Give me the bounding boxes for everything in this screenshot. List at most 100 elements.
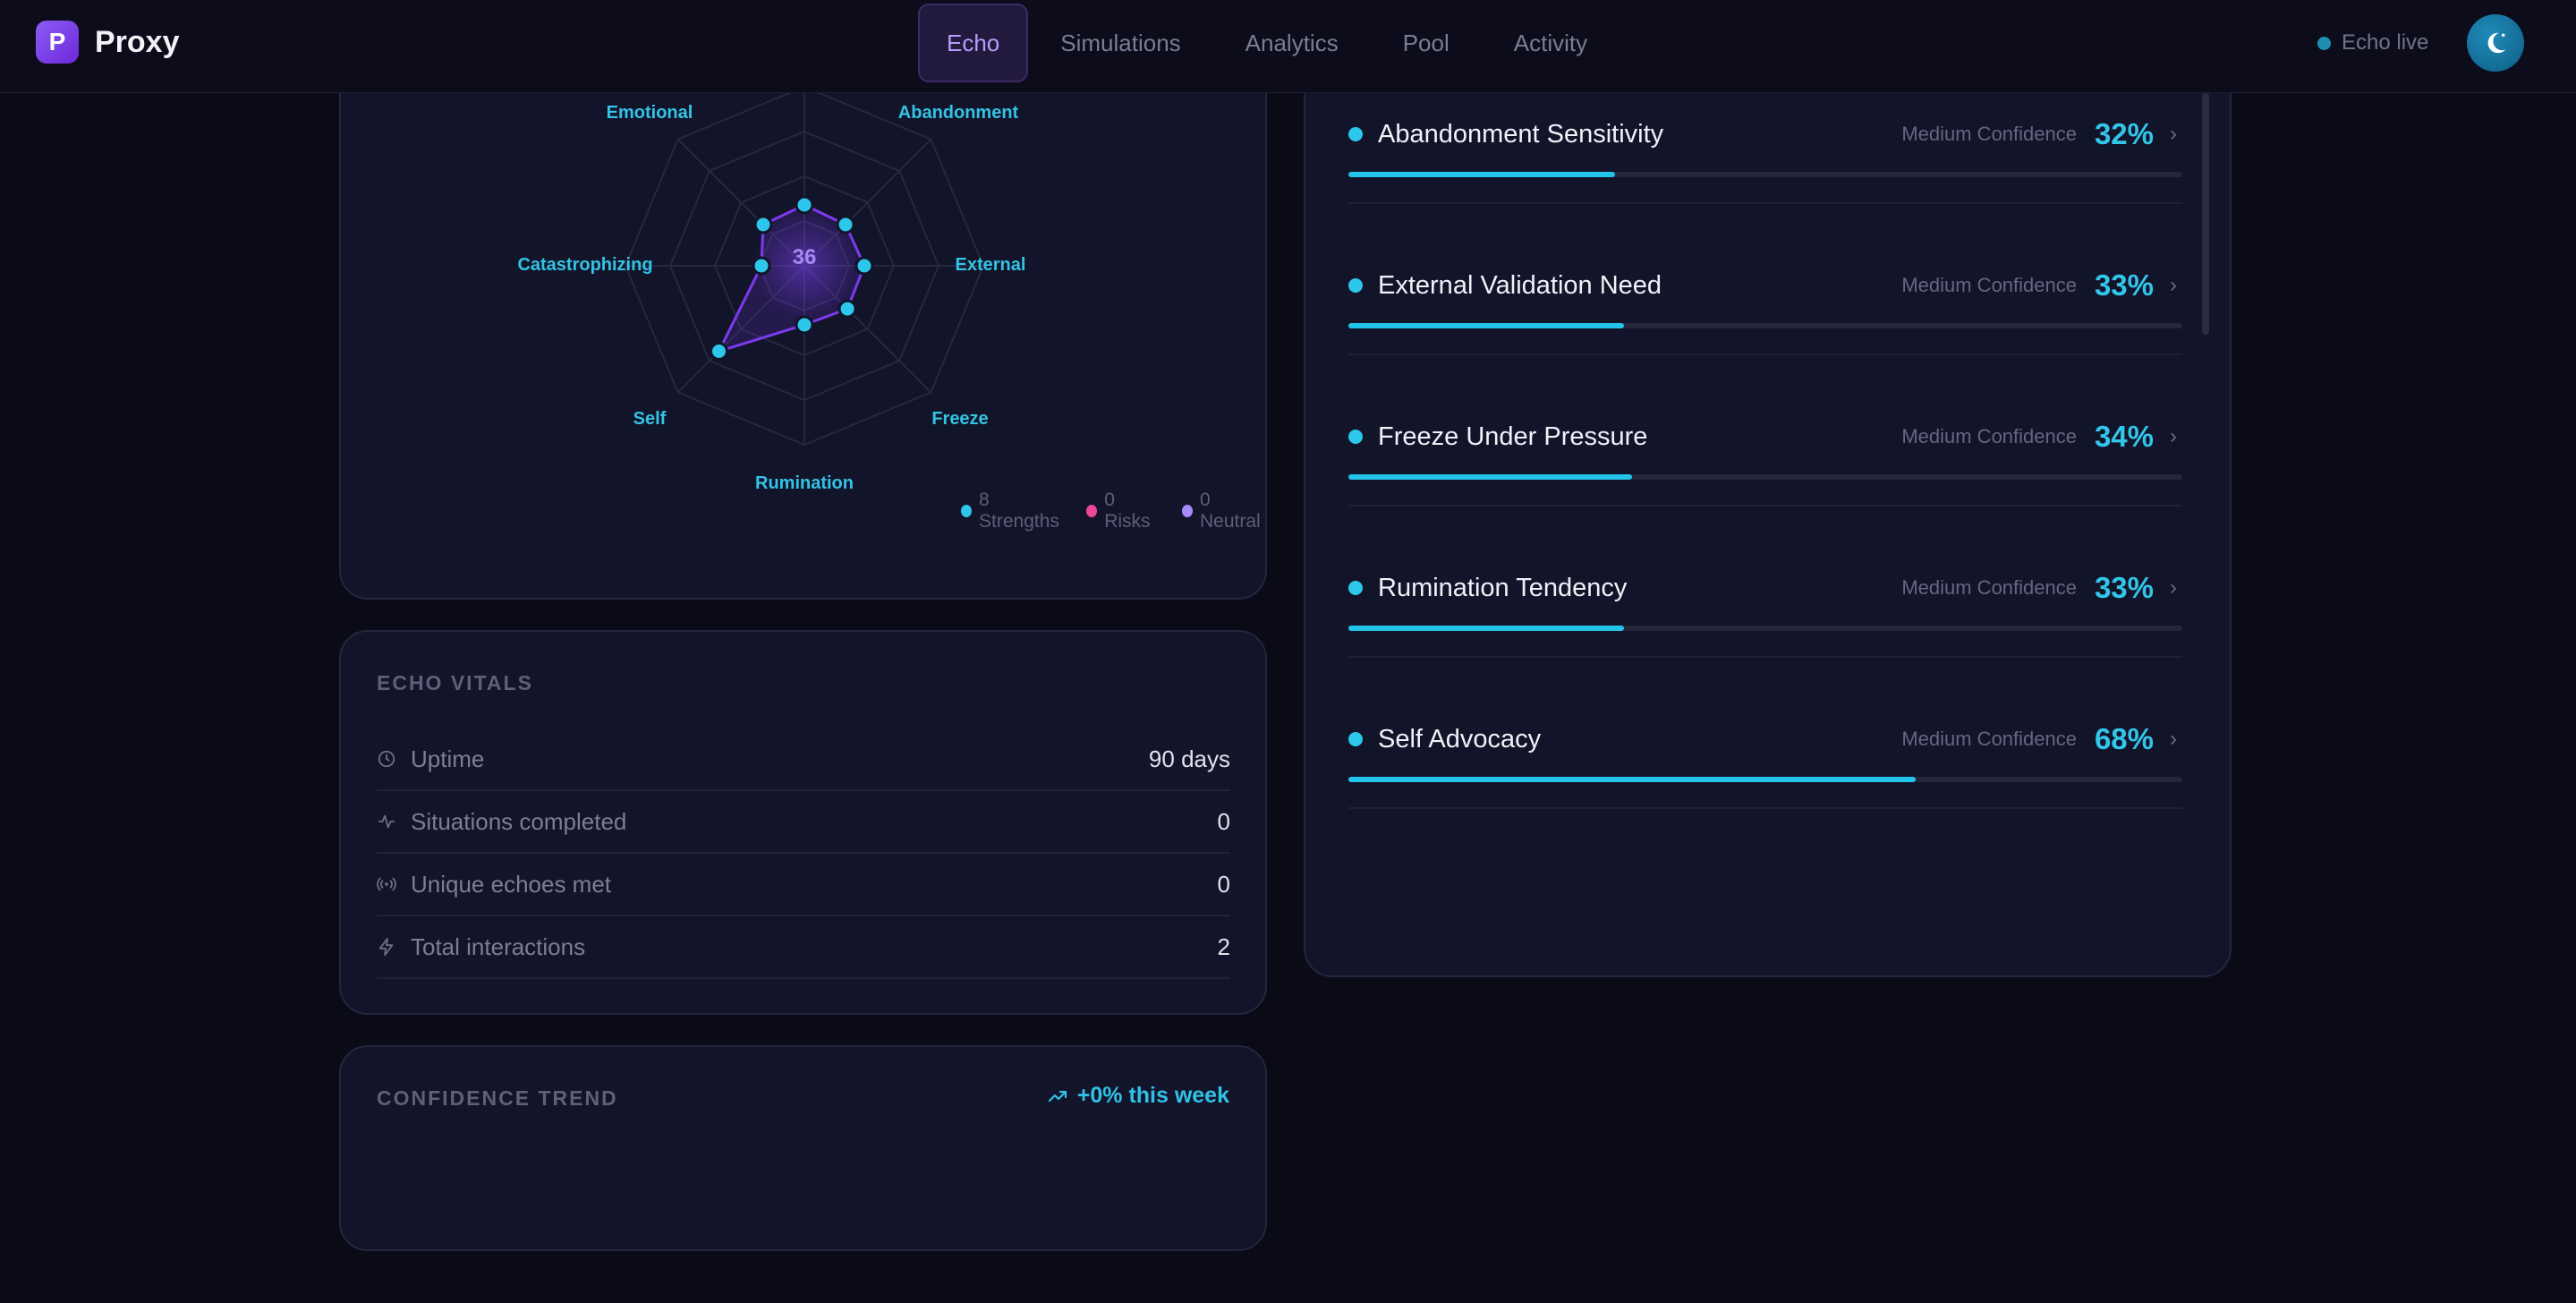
trait-progress-fill [1348,172,1616,177]
nav-analytics[interactable]: Analytics [1245,29,1339,56]
chevron-right-icon[interactable]: › [2170,273,2177,297]
radar-point[interactable] [795,195,814,215]
trait-divider [1348,202,2182,204]
echo-vitals-card: ECHO VITALS Uptime 90 days Situations co… [339,630,1267,1015]
live-status: Echo live [2317,30,2428,55]
trait-confidence: Medium Confidence [1901,123,2077,145]
moon-icon [2487,32,2506,54]
legend-strengths-label: 8 Strengths [979,490,1059,532]
nav-activity[interactable]: Activity [1513,29,1588,56]
vital-row-echoes: Unique echoes met 0 [377,854,1230,916]
trait-percent: 32% [2094,117,2154,150]
radar-label-rumination: Rumination [755,473,854,493]
trait-progress-fill [1348,777,1916,782]
radar-legend: 8 Strengths 0 Risks 0 Neutral [961,490,1265,532]
vital-label-uptime: Uptime [411,745,485,772]
trending-up-icon [1048,1090,1067,1102]
activity-icon [378,814,395,829]
trait-header[interactable]: Freeze Under Pressure Medium Confidence 34… [1348,419,2182,455]
radar-center-value: 36 [793,245,817,269]
radar-center-glow [752,214,856,318]
radar-point[interactable] [795,315,814,335]
trait-header[interactable]: Self Advocacy Medium Confidence 68% › [1348,721,2182,757]
chevron-right-icon[interactable]: › [2170,424,2177,448]
vital-row-interactions: Total interactions 2 [377,916,1230,979]
main-nav: Echo Simulations Analytics Pool Activity [918,4,1620,82]
radar-point[interactable] [752,256,771,276]
vital-value-echoes: 0 [1217,870,1230,898]
radar-label-external: External [956,255,1026,275]
trait-progress-track [1348,626,2182,631]
legend-neutral: 0 Neutral [1182,490,1265,532]
confidence-trend-card: CONFIDENCE TREND +0% this week [339,1045,1267,1251]
trait-dot [1348,127,1363,141]
trait-divider [1348,807,2182,809]
vital-label-situations: Situations completed [411,807,627,835]
legend-risks-dot [1086,505,1098,517]
nav-echo[interactable]: Echo [918,4,1029,82]
trait-name: Rumination Tendency [1378,573,1628,602]
vitals-title: ECHO VITALS [377,671,533,694]
legend-neutral-dot [1182,505,1193,517]
radar-chart: 36 Emotional Abandonment External Freeze… [517,85,1026,493]
trait-progress-track [1348,777,2182,782]
vital-value-uptime: 90 days [1148,745,1230,772]
legend-strengths: 8 Strengths [961,490,1061,532]
trait-dot [1348,278,1363,293]
radar-point[interactable] [836,215,855,234]
zap-icon [378,937,394,957]
radar-point[interactable] [837,299,857,319]
radar-label-abandonment: Abandonment [898,103,1019,123]
brand[interactable]: P Proxy [36,21,180,64]
radio-icon [377,877,396,891]
trait-divider [1348,505,2182,507]
live-status-dot [2317,36,2331,50]
brand-logo: P [36,21,79,64]
radar-point[interactable] [710,342,728,361]
trait-percent: 33% [2094,571,2154,604]
radar-points [710,195,874,361]
trait-progress-track [1348,323,2182,328]
trait-dot [1348,732,1363,746]
radar-label-freeze: Freeze [931,409,988,429]
trait-progress-track [1348,172,2182,177]
top-bar: P Proxy Echo Simulations Analytics Pool … [0,0,2576,93]
radar-card: 36 Emotional Abandonment External Freeze… [339,0,1267,600]
traits-scrollbar[interactable] [2202,93,2209,335]
trait-dot [1348,430,1363,444]
trait-confidence: Medium Confidence [1901,728,2077,750]
traits-card: Abandonment Sensitivity Medium Confidence… [1304,0,2232,977]
trait-divider [1348,353,2182,355]
user-avatar[interactable] [2467,14,2524,72]
trend-delta-text: +0% this week [1076,1083,1229,1108]
radar-point[interactable] [753,215,773,234]
trait-divider [1348,656,2182,658]
trait-progress-fill [1348,474,1632,480]
trait-confidence: Medium Confidence [1901,576,2077,599]
vital-value-situations: 0 [1217,807,1230,835]
radar-label-self: Self [633,409,667,429]
live-status-label: Echo live [2342,30,2429,55]
trait-progress-fill [1348,626,1624,631]
trait-name: Self Advocacy [1378,724,1542,754]
nav-pool[interactable]: Pool [1402,29,1450,56]
vital-value-interactions: 2 [1217,933,1230,960]
trait-header[interactable]: Abandonment Sensitivity Medium Confidence… [1348,116,2182,152]
trait-name: External Validation Need [1378,270,1662,300]
legend-risks-label: 0 Risks [1104,490,1151,532]
trait-progress-fill [1348,323,1624,328]
radar-label-catastrophizing: Catastrophizing [517,255,652,275]
vital-row-situations: Situations completed 0 [377,791,1230,854]
vital-label-echoes: Unique echoes met [411,870,612,898]
legend-neutral-label: 0 Neutral [1200,490,1261,532]
chevron-right-icon[interactable]: › [2170,575,2177,600]
radar-point[interactable] [854,256,874,276]
chevron-right-icon[interactable]: › [2170,122,2177,146]
trait-dot [1348,581,1363,595]
trend-delta: +0% this week [1047,1083,1229,1109]
nav-simulations[interactable]: Simulations [1060,29,1181,56]
trait-header[interactable]: Rumination Tendency Medium Confidence 33% › [1348,570,2182,606]
trend-title: CONFIDENCE TREND [377,1086,618,1110]
chevron-right-icon[interactable]: › [2170,727,2177,751]
trait-header[interactable]: External Validation Need Medium Confidenc… [1348,268,2182,303]
